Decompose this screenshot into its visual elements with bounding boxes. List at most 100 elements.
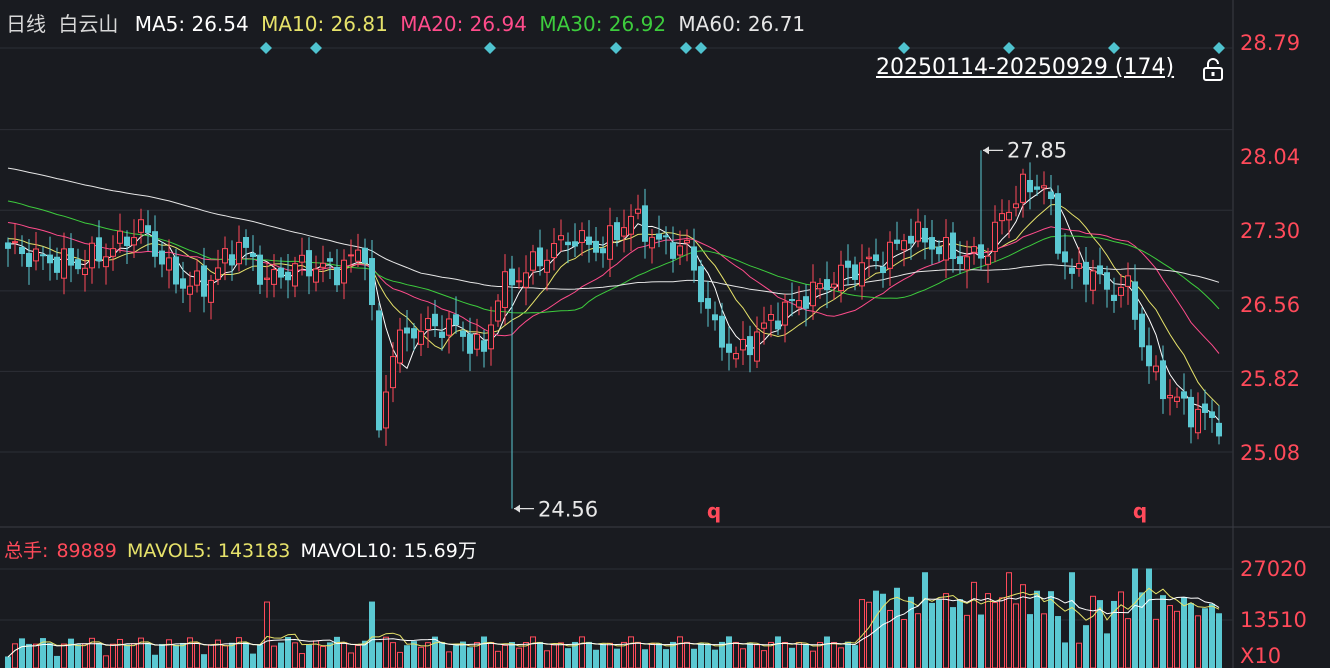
candle-body-60	[425, 318, 431, 330]
low-arrowhead	[514, 504, 520, 513]
volume-bar-17	[124, 644, 130, 668]
volume-bar-110	[775, 636, 781, 668]
volume-bar-57	[404, 645, 410, 668]
candle-body-29	[208, 279, 214, 303]
event-marker-3[interactable]	[610, 42, 622, 54]
volume-bar-61	[432, 636, 438, 668]
candle-body-134	[943, 237, 949, 261]
volume-bar-160	[1125, 618, 1131, 668]
candle-body-81	[572, 241, 578, 247]
event-marker-1[interactable]	[310, 42, 322, 54]
candle-body-132	[929, 237, 935, 250]
event-marker-6[interactable]	[898, 42, 910, 54]
volume-bar-0	[5, 656, 11, 668]
candle-body-94	[663, 235, 669, 238]
candle-body-65	[460, 330, 466, 337]
ma30-line	[7, 200, 1220, 314]
volume-bar-78	[551, 644, 557, 668]
volume-bar-163	[1146, 568, 1152, 668]
event-marker-2[interactable]	[484, 42, 496, 54]
candle-body-113	[796, 300, 802, 308]
candle-body-68	[481, 340, 487, 352]
candle-body-135	[950, 232, 956, 260]
date-range-label[interactable]: 20250114-20250929 (174)	[876, 55, 1175, 80]
candle-body-70	[495, 300, 501, 322]
volume-bar-14	[103, 655, 109, 668]
volume-bar-60	[425, 642, 431, 668]
event-marker-0[interactable]	[260, 42, 272, 54]
candle-body-41	[292, 263, 298, 287]
mavol5-label: MAVOL5: 143183	[126, 540, 291, 562]
unlock-icon[interactable]	[1202, 58, 1224, 82]
candle-body-168	[1181, 391, 1187, 399]
period-label[interactable]: 日线	[6, 12, 46, 36]
volume-bar-92	[649, 643, 655, 668]
event-marker-4[interactable]	[680, 42, 692, 54]
volume-bar-62	[439, 642, 445, 668]
volume-bar-161	[1132, 568, 1138, 668]
candle-body-1	[12, 241, 18, 244]
candle-body-171	[1202, 403, 1208, 413]
candle-body-74	[523, 272, 529, 288]
event-marker-8[interactable]	[1108, 42, 1120, 54]
volume-bar-112	[789, 647, 795, 668]
mavol10-line	[7, 595, 1220, 658]
volume-bar-106	[747, 642, 753, 668]
candle-body-125	[880, 266, 886, 274]
event-marker-7[interactable]	[1003, 42, 1015, 54]
volume-bar-40	[285, 636, 291, 668]
volume-bar-10	[75, 644, 81, 668]
volume-bar-131	[922, 572, 928, 668]
event-marker-9[interactable]	[1213, 42, 1225, 54]
volume-bar-69	[488, 641, 494, 668]
candle-body-164	[1153, 365, 1159, 373]
volume-bar-73	[516, 647, 522, 668]
volume-bar-143	[1006, 572, 1012, 668]
volume-bar-68	[481, 636, 487, 668]
volume-bar-82	[579, 636, 585, 668]
volume-bar-154	[1083, 625, 1089, 668]
candle-body-48	[341, 259, 347, 284]
volume-bar-37	[264, 601, 270, 668]
volume-bar-91	[642, 649, 648, 668]
volume-total-value: 89889	[56, 540, 117, 562]
volume-bar-117	[824, 636, 830, 668]
volume-bar-20	[145, 642, 151, 668]
volume-bar-142	[999, 597, 1005, 668]
ma60-label: MA60: 26.71	[678, 12, 806, 36]
volume-bar-83	[586, 641, 592, 668]
volume-bar-93	[656, 643, 662, 668]
volume-bar-28	[201, 654, 207, 668]
candle-body-50	[355, 249, 361, 262]
volume-bar-3	[26, 643, 32, 668]
volume-bar-167	[1174, 610, 1180, 668]
ma20-label: MA20: 26.94	[400, 12, 527, 36]
candle-body-53	[376, 310, 382, 431]
candle-body-22	[159, 250, 165, 265]
volume-bar-113	[796, 642, 802, 668]
candle-body-93	[656, 233, 662, 240]
volume-bar-171	[1202, 608, 1208, 668]
volume-bar-59	[418, 646, 424, 668]
candle-body-99	[698, 266, 704, 303]
candle-body-92	[649, 236, 655, 249]
high-arrowhead	[983, 146, 989, 155]
volume-bar-22	[159, 643, 165, 668]
event-markers[interactable]	[260, 42, 1225, 54]
volume-bar-25	[180, 642, 186, 668]
candle-body-97	[684, 239, 690, 244]
volume-bar-158	[1111, 600, 1117, 668]
volume-bar-31	[222, 645, 228, 668]
ma5-label: MA5: 26.54	[134, 12, 249, 36]
volume-bar-76	[537, 641, 543, 668]
candle-body-111	[782, 301, 788, 326]
volume-bar-70	[495, 650, 501, 668]
candle-body-44	[313, 268, 319, 283]
volume-bar-136	[957, 599, 963, 668]
event-marker-5[interactable]	[695, 42, 707, 54]
volume-bar-67	[474, 642, 480, 668]
volume-bar-85	[600, 643, 606, 668]
candle-body-145	[1020, 173, 1026, 203]
candle-body-9	[68, 248, 74, 266]
